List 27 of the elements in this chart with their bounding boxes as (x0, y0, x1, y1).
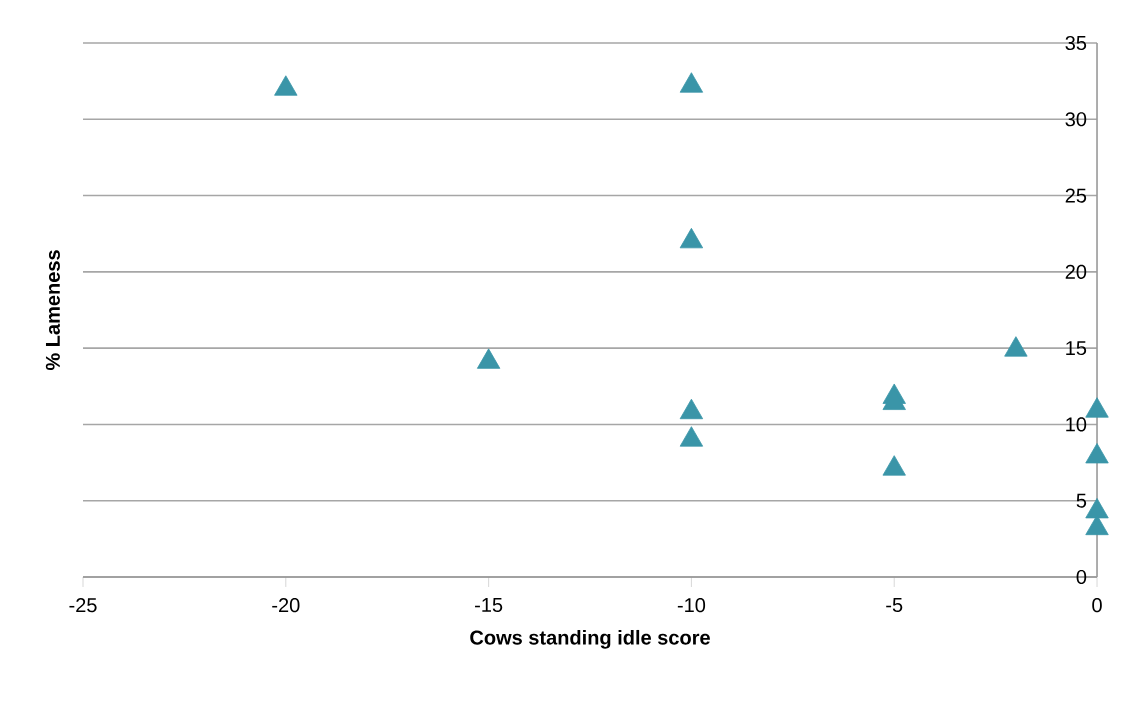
y-tick-label: 20 (1065, 264, 1087, 279)
x-tick-label: -10 (677, 598, 706, 613)
x-tick-label: -25 (69, 598, 97, 613)
x-tick-label: -20 (272, 598, 300, 613)
y-tick-label: 15 (1066, 341, 1087, 356)
x-tick-label: -5 (886, 598, 903, 613)
y-tick-label: 35 (1065, 35, 1087, 51)
point (679, 398, 704, 420)
point (882, 455, 906, 476)
point (679, 426, 704, 447)
point (274, 75, 298, 96)
point (1085, 497, 1109, 519)
point (679, 72, 704, 93)
point (679, 227, 704, 249)
point (476, 348, 501, 369)
x-axis-title: Cows standing idle score (470, 629, 710, 649)
point (1004, 336, 1028, 357)
point (1085, 397, 1109, 418)
x-tick-label: -15 (475, 598, 503, 613)
y-tick-label: 5 (1076, 493, 1087, 508)
point (1085, 443, 1109, 464)
y-tick-label: 30 (1065, 112, 1087, 127)
y-tick-label: 25 (1065, 188, 1087, 203)
y-tick-label: 0 (1076, 569, 1087, 585)
y-tick-label: 10 (1066, 417, 1087, 432)
x-tick-label: 0 (1092, 598, 1102, 613)
y-axis-title: % Lameness (45, 250, 60, 371)
